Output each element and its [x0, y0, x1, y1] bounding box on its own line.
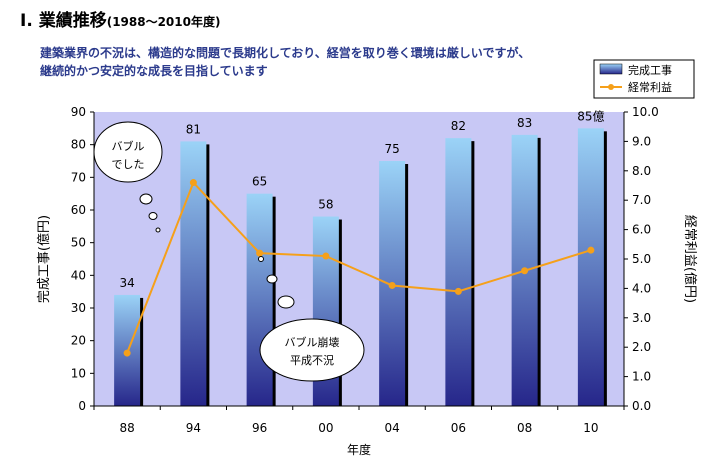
right-tick-label: 0.0 — [632, 399, 651, 413]
right-tick-label: 8.0 — [632, 164, 651, 178]
left-tick-label: 20 — [71, 334, 86, 348]
title-text: Ⅰ. 業績推移 — [20, 11, 107, 31]
x-tick-label: 08 — [517, 421, 532, 435]
left-tick-label: 70 — [71, 170, 86, 184]
annotation-bubble-text-1: バブル — [112, 139, 145, 153]
bar-data-label: 81 — [186, 122, 201, 136]
right-tick-label: 6.0 — [632, 223, 651, 237]
bar-06 — [445, 138, 472, 406]
legend-bar-swatch — [599, 63, 623, 75]
bar-data-label: 82 — [451, 119, 466, 133]
axes-layer: 0 10 20 30 40 50 60 70 80 90 0.0 1.0 2.0 3.0 4.0 5.0 6.0… — [36, 105, 698, 457]
profit-point-04 — [388, 281, 396, 289]
x-tick-label: 00 — [318, 421, 333, 435]
thought-dot — [155, 227, 161, 233]
bar-data-label: 75 — [384, 142, 399, 156]
left-tick-label: 80 — [71, 138, 86, 152]
bar-96 — [246, 193, 273, 406]
bar-data-label: 34 — [119, 276, 134, 290]
right-tick-label: 3.0 — [632, 311, 651, 325]
annotation-bubble-text-2: でした — [112, 158, 145, 171]
bar-data-label: 83 — [517, 116, 532, 130]
profit-point-10 — [587, 246, 595, 254]
profit-line — [126, 180, 592, 354]
bar-data-label: 65 — [252, 175, 267, 189]
x-tick-label: 04 — [384, 421, 399, 435]
x-tick-label: 88 — [119, 421, 134, 435]
legend-bar-label: 完成工事 — [628, 63, 672, 77]
thought-bubble-1 — [93, 121, 163, 183]
left-tick-label: 60 — [71, 203, 86, 217]
thought-dot — [258, 256, 264, 262]
left-tick-label: 10 — [71, 366, 86, 380]
x-tick-label: 94 — [186, 421, 201, 435]
left-tick-label: 90 — [71, 105, 86, 119]
right-tick-label: 5.0 — [632, 252, 651, 266]
x-axis-title: 年度 — [347, 442, 371, 457]
bar-10 — [577, 128, 604, 407]
bar-data-label: 58 — [318, 198, 333, 212]
left-tick-label: 40 — [71, 268, 86, 282]
bar-data-label: 85億 — [577, 109, 604, 123]
x-tick-label: 96 — [252, 421, 267, 435]
legend-line-marker — [608, 84, 614, 90]
x-tick-label: 06 — [451, 421, 466, 435]
profit-point-00 — [322, 252, 330, 260]
left-tick-label: 30 — [71, 301, 86, 315]
thought-dot — [139, 193, 153, 205]
x-tick-label: 10 — [583, 421, 598, 435]
thought-dot — [148, 212, 158, 220]
annotation-bubble-text-3: バブル崩壊 — [285, 335, 340, 349]
right-axis-title: 経常利益(億円) — [682, 215, 698, 303]
profit-point-94 — [189, 179, 197, 187]
subtitle-line-1: 建築業界の不況は、構造的な問題で長期化しており、経営を取り巻く環境は厳しいですが… — [40, 46, 531, 60]
profit-point-88 — [123, 349, 131, 357]
left-axis-title: 完成工事(億円) — [36, 215, 52, 303]
left-tick-label: 50 — [71, 236, 86, 250]
profit-point-06 — [454, 287, 462, 295]
thought-dot — [266, 274, 278, 284]
right-tick-label: 7.0 — [632, 193, 651, 207]
profit-point-08 — [521, 267, 529, 275]
page-title: Ⅰ. 業績推移(1988～2010年度) — [20, 6, 220, 31]
subtitle-line-2: 継続的かつ安定的な成長を目指しています — [40, 64, 268, 78]
legend-line-label: 経常利益 — [628, 80, 672, 94]
line-layer — [123, 179, 595, 357]
left-tick-label: 0 — [78, 399, 86, 413]
thought-bubble-2 — [259, 318, 365, 382]
annotation-bubble-text-4: 平成不況 — [290, 353, 334, 367]
right-tick-label: 4.0 — [632, 281, 651, 295]
right-tick-label: 1.0 — [632, 370, 651, 384]
right-tick-label: 9.0 — [632, 134, 651, 148]
right-tick-label: 10.0 — [632, 105, 659, 119]
right-tick-label: 2.0 — [632, 340, 651, 354]
title-range: (1988～2010年度) — [106, 15, 221, 29]
profit-point-96 — [256, 249, 264, 257]
thought-dot — [277, 295, 295, 309]
